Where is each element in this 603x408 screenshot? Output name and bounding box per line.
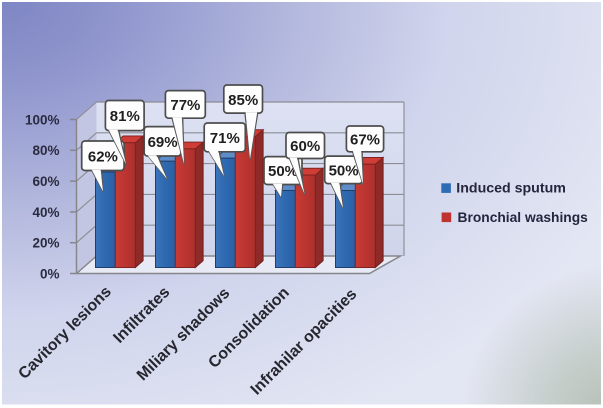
svg-text:0%: 0%: [40, 266, 60, 281]
svg-text:Induced sputum: Induced sputum: [456, 180, 566, 196]
svg-text:Bronchial washings: Bronchial washings: [458, 210, 589, 225]
svg-text:67%: 67%: [350, 132, 380, 149]
svg-text:80%: 80%: [32, 143, 59, 158]
svg-text:20%: 20%: [32, 236, 59, 251]
svg-text:100%: 100%: [25, 112, 60, 127]
svg-text:69%: 69%: [148, 134, 178, 151]
svg-text:60%: 60%: [290, 138, 320, 155]
svg-text:81%: 81%: [110, 108, 140, 125]
svg-text:85%: 85%: [228, 92, 258, 109]
svg-text:50%: 50%: [268, 163, 298, 180]
svg-text:60%: 60%: [32, 174, 59, 189]
svg-text:40%: 40%: [32, 205, 59, 220]
svg-text:62%: 62%: [88, 148, 118, 165]
svg-text:50%: 50%: [329, 163, 359, 180]
svg-text:71%: 71%: [210, 130, 240, 147]
svg-text:77%: 77%: [170, 97, 200, 114]
